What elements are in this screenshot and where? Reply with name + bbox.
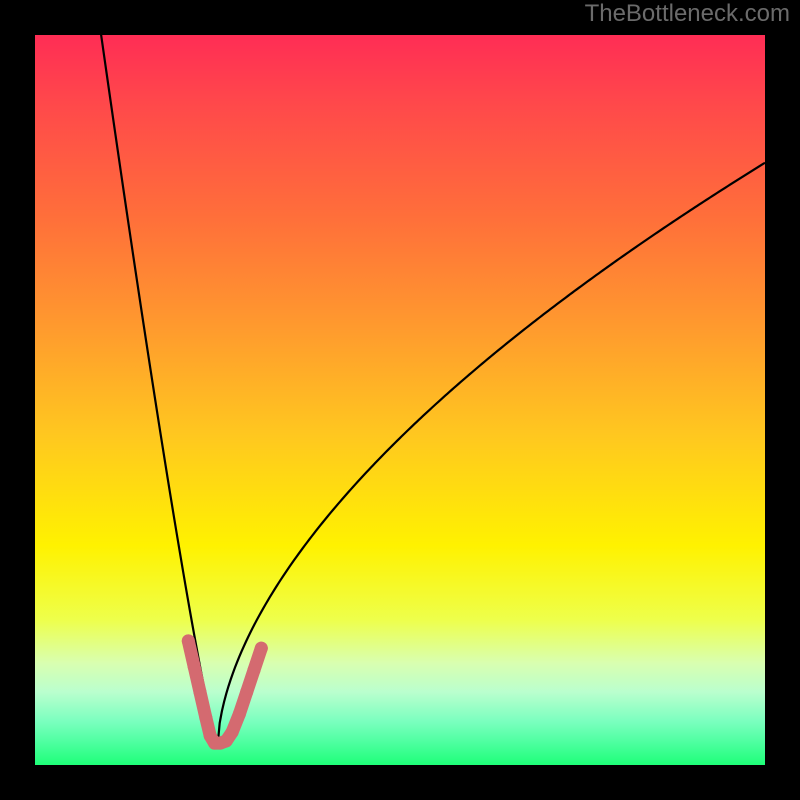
chart-frame: TheBottleneck.com [0, 0, 800, 800]
highlight-marker [199, 711, 212, 724]
highlight-marker [233, 707, 246, 720]
plot-area [35, 35, 765, 765]
highlight-marker [193, 686, 206, 699]
bottleneck-curve-chart [35, 35, 765, 765]
highlight-marker [248, 664, 261, 677]
highlight-marker [255, 642, 268, 655]
highlight-marker [240, 686, 253, 699]
highlight-marker [226, 726, 239, 739]
highlight-marker [188, 660, 201, 673]
watermark-text: TheBottleneck.com [585, 0, 790, 28]
highlight-marker [182, 634, 195, 647]
